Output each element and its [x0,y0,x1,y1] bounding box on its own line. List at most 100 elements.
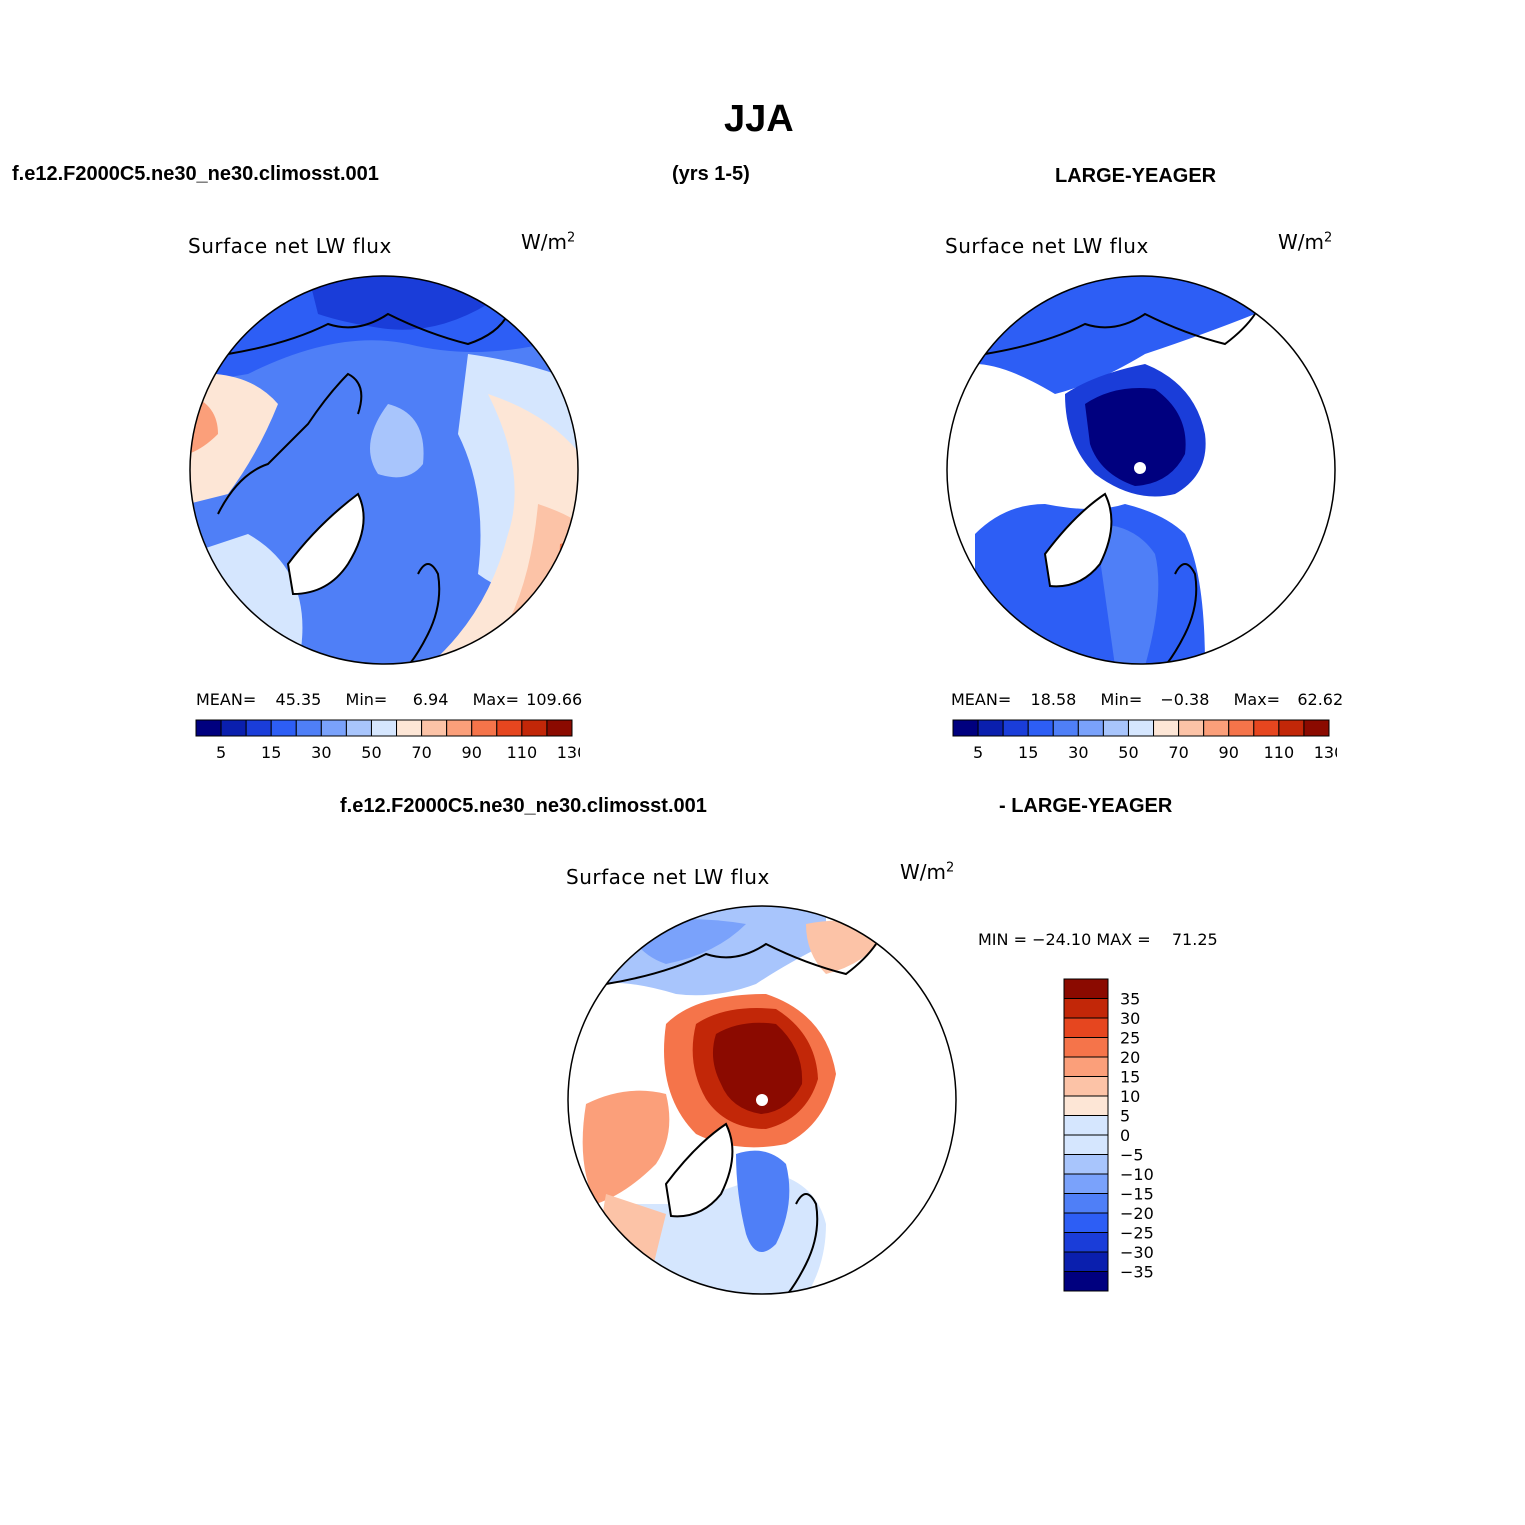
panel1-colorbar-tick-label: 30 [311,743,331,762]
panel2-coast-europe [1164,563,1198,664]
panel1-colorbar-tick-label: 130 [557,743,580,762]
panel3-colorbar-tick-label: 15 [1120,1068,1140,1087]
panel2-colorbar-tick-label: 70 [1168,743,1188,762]
panel1-max-label: Max= [472,690,520,709]
panel3-colorbar-tick-label: −20 [1120,1204,1154,1223]
panel3-colorbar-tick-label: −25 [1120,1224,1154,1243]
panel1-colorbar-box [446,719,473,737]
panel3-max-value: 71.25 [1171,930,1218,949]
panel2-colorbar: 5 15 30 50 70 90 110 130 [952,719,1337,762]
panel3-colorbar-tick-label: −10 [1120,1165,1154,1184]
panel2-colorbar-box [1203,719,1230,737]
panel3-colorbar-tick-label: 5 [1120,1107,1130,1126]
panel1-colorbar-tick-label: 50 [361,743,381,762]
panel3-field-canada-warm [582,1090,670,1204]
panel1-colorbar-tick-label: 110 [507,743,538,762]
panel3-colorbar-box [1063,1154,1109,1175]
panel3-greenland [664,1122,734,1218]
panel2-colorbar-box [1102,719,1129,737]
panel1-units: W/m2 [521,230,575,254]
panel2-greenland [1043,492,1113,588]
panel1-coast-europe [407,563,441,664]
panel2-max-label: Max= [1233,690,1281,709]
panel1-units-sup: 2 [567,230,576,246]
panel1-stats: MEAN= 45.35 Min= 6.94 Max= 109.66 [196,690,582,709]
panel2-colorbar-box [1027,719,1054,737]
panel1-min-value: 6.94 [412,690,449,709]
panel3-colorbar-box [1063,1037,1109,1058]
panel1-min-label: Min= [345,690,388,709]
panel3-title: Surface net LW flux [566,865,770,889]
panel3-colorbar-box [1063,1212,1109,1233]
panel2-colorbar-box [1153,719,1180,737]
panel2-min-label: Min= [1100,690,1143,709]
panel2-colorbar-tick-label: 30 [1068,743,1088,762]
panel3-colorbar-box [1063,1271,1109,1292]
panel3-units: W/m2 [900,860,954,884]
panel1-map-border [189,275,579,665]
panel3-colorbar-box [1063,978,1109,999]
years-label: (yrs 1-5) [672,163,750,185]
obs-case-label: LARGE-YEAGER [1055,165,1217,187]
panel3-colorbar-tick-label: 10 [1120,1087,1140,1106]
panel3-map-border [567,905,957,1295]
test-case-label: f.e12.F2000C5.ne30_ne30.climosst.001 [12,163,379,185]
panel2-max-value: 62.62 [1297,690,1344,709]
diff-obs-case-label: - LARGE-YEAGER [999,795,1173,817]
panel1-colorbar-tick-label: 5 [216,743,226,762]
panel1-colorbar-box [471,719,498,737]
panel3-colorbar-box [1063,998,1109,1019]
panel3-colorbar-tick-label: −5 [1120,1146,1144,1165]
panel1-mean-label: MEAN= [196,690,257,709]
panel1-colorbar-box [521,719,548,737]
panel2-min-value: −0.38 [1160,690,1210,709]
panel3-colorbar-tick-label: 20 [1120,1048,1140,1067]
panel1-greenland [286,492,365,596]
panel2-field-pole [1085,388,1186,486]
panel1-colorbar-tick-label: 70 [411,743,431,762]
panel1-colorbar-box [345,719,372,737]
panel3-colorbar-box [1063,1017,1109,1038]
panel1-field-top-band [308,276,488,330]
panel3-colorbar-box [1063,1251,1109,1272]
panel1-colorbar-box [270,719,297,737]
panel3-colorbar-tick-label: 0 [1120,1126,1130,1145]
panel1-colorbar-box [220,719,247,737]
panel3-colorbar-box [1063,1173,1109,1194]
main-title: JJA [724,98,794,140]
panel1-colorbar-tick-label: 15 [261,743,281,762]
panel1-coast-canada [217,372,363,515]
panel1-colorbar: 5 15 30 50 70 90 110 130 [195,719,580,762]
panel2-colorbar-box [1228,719,1255,737]
panel3-min-label: MIN = [978,930,1027,949]
panel2-colorbar-box [1052,719,1079,737]
panel1-colorbar-box [245,719,272,737]
panel2-colorbar-box [1002,719,1029,737]
panel1-colorbar-box [496,719,523,737]
panel2-units-text: W/m [1278,230,1324,254]
panel2-colorbar-box [1278,719,1305,737]
panel1-map [189,275,579,665]
panel1-units-text: W/m [521,230,567,254]
panel3-pole-marker [756,1094,768,1106]
panel2-colorbar-box [1077,719,1104,737]
panel2-colorbar-tick-label: 90 [1219,743,1239,762]
panel1-max-value: 109.66 [526,690,583,709]
panel1-coast-north [227,312,509,355]
panel3-map [567,905,957,1295]
panel3-field-atlantic-cool [736,1150,790,1252]
panel3-colorbar-tick-label: −30 [1120,1243,1154,1262]
panel2-colorbar-box [1253,719,1280,737]
panel1-colorbar-box [295,719,322,737]
panel2-stats: MEAN= 18.58 Min= −0.38 Max= 62.62 [951,690,1343,709]
panel1-colorbar-box [396,719,423,737]
panel2-colorbar-box [1178,719,1205,737]
panel3-colorbar-tick-label: 35 [1120,990,1140,1009]
panel3-colorbar-box [1063,1232,1109,1253]
panel2-units-sup: 2 [1324,230,1333,246]
panel2-map-border [946,275,1336,665]
panel3-colorbar-box [1063,1076,1109,1097]
panel1-title: Surface net LW flux [188,234,392,258]
panel3-colorbar-box [1063,1095,1109,1116]
